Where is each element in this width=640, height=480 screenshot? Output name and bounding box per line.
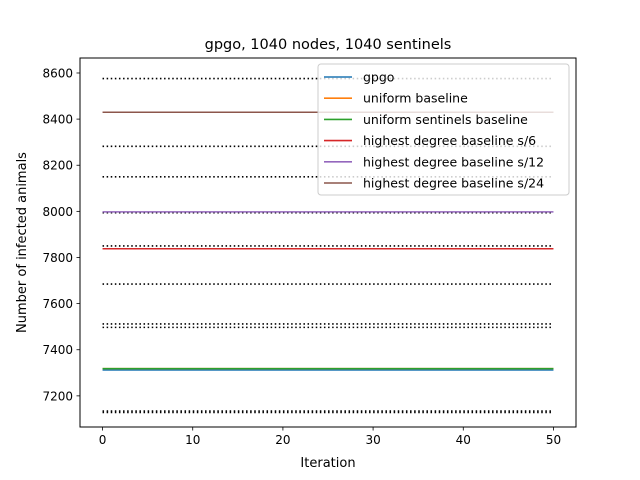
legend-label-3: uniform sentinels baseline: [363, 112, 528, 127]
legend-label-2: uniform baseline: [363, 91, 468, 106]
y-tick-label: 8400: [42, 113, 73, 127]
legend-label-6: highest degree baseline s/24: [363, 176, 544, 191]
y-tick-label: 8600: [42, 66, 73, 80]
x-axis-label: Iteration: [300, 456, 355, 471]
x-axis: 0 10 20 30 40 50: [99, 427, 561, 447]
plot-frame: [79, 57, 577, 428]
legend-label-1: gpgo: [363, 70, 394, 85]
legend-label-4: highest degree baseline s/6: [363, 133, 536, 148]
legend-box: [317, 63, 570, 196]
legend-label-5: highest degree baseline s/12: [363, 154, 544, 169]
y-tick-label: 7600: [42, 297, 73, 311]
legend: gpgo uniform baseline uniform sentinels ba…: [317, 63, 570, 196]
x-tick-label: 30: [365, 433, 380, 447]
y-tick-label: 7800: [42, 251, 73, 265]
y-axis-label: Number of infected animals: [15, 152, 30, 333]
chart-title: gpgo, 1040 nodes, 1040 sentinels: [205, 37, 452, 53]
reference-lines: [102, 77, 554, 414]
y-axis: 7200 7400 7600 7800 8000 8200 8400 8600: [42, 66, 80, 403]
x-tick-label: 10: [185, 433, 200, 447]
x-tick-label: 50: [546, 433, 561, 447]
x-tick-label: 20: [275, 433, 290, 447]
y-tick-label: 7400: [42, 343, 73, 357]
y-tick-label: 7200: [42, 389, 73, 403]
y-tick-label: 8200: [42, 159, 73, 173]
x-tick-label: 40: [456, 433, 471, 447]
x-tick-label: 0: [99, 433, 107, 447]
y-tick-label: 8000: [42, 205, 73, 219]
